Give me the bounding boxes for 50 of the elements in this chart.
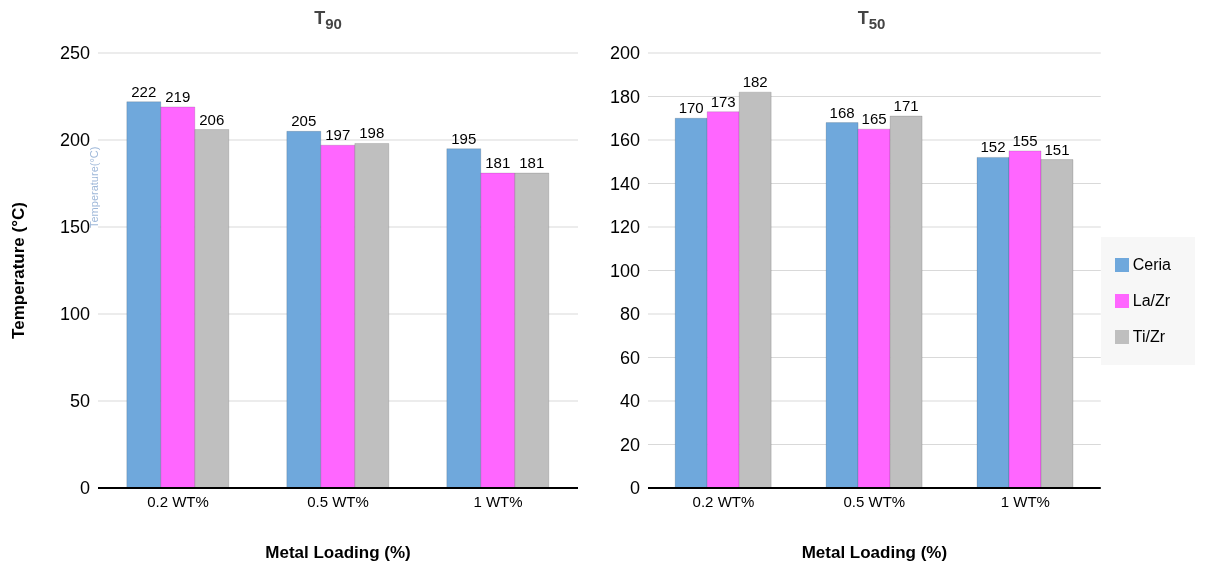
y-tick-label: 160 [609,130,640,151]
y-tick-label: 100 [59,304,90,325]
data-label: 155 [1012,131,1038,149]
y-axis-title: Temperature (°C) [9,202,29,339]
x-axis-title: Metal Loading (%) [801,543,948,562]
x-tick-label: 0.5 WT% [307,492,369,510]
data-label: 170 [678,99,704,117]
data-label: 168 [829,103,855,121]
legend-label: Ceria [1132,255,1171,273]
data-label: 181 [519,154,545,172]
y-tick-label: 200 [609,43,640,64]
y-tick-label: 140 [609,173,640,194]
x-axis-title: Metal Loading (%) [265,543,411,562]
data-label: 173 [710,92,736,110]
legend-label: La/Zr [1132,291,1171,309]
y-tick-label: 0 [629,478,640,499]
x-tick-label: 0.2 WT% [147,492,209,510]
legend-label: Ti/Zr [1132,327,1166,345]
data-label: 205 [291,112,317,130]
y-tick-label: 60 [619,347,640,368]
data-label: 151 [1044,140,1070,158]
y-tick-label: 40 [619,391,640,412]
data-label: 181 [485,154,511,172]
x-tick-label: 1 WT% [473,492,523,510]
data-label: 165 [861,110,887,128]
data-label: 197 [325,126,351,144]
y-tick-label: 150 [59,217,90,238]
data-label: 222 [131,82,157,100]
y-tick-label: 20 [619,434,640,455]
y-tick-label: 80 [619,304,640,325]
y-tick-label: 200 [59,130,90,151]
data-label: 171 [893,97,919,115]
y-tick-label: 180 [609,86,640,107]
data-label: 198 [359,124,385,142]
y-tick-label: 120 [609,217,640,238]
x-tick-label: 0.5 WT% [843,492,906,510]
x-tick-label: 0.2 WT% [692,492,755,510]
data-label: 195 [451,129,477,147]
y-tick-label: 50 [69,391,90,412]
y-tick-label: 250 [59,43,90,64]
data-label: 206 [199,110,225,128]
data-label: 182 [742,73,768,91]
y-tick-label: 0 [79,478,90,499]
data-label: 152 [980,138,1006,156]
x-tick-label: 1 WT% [1000,492,1050,510]
y-tick-label: 100 [609,260,640,281]
chart-title: T$_{90}$ [313,8,343,33]
annotation: Temperature(°C) [88,146,100,228]
chart-title: T$_{50}$ [856,8,887,33]
data-label: 219 [165,87,191,105]
